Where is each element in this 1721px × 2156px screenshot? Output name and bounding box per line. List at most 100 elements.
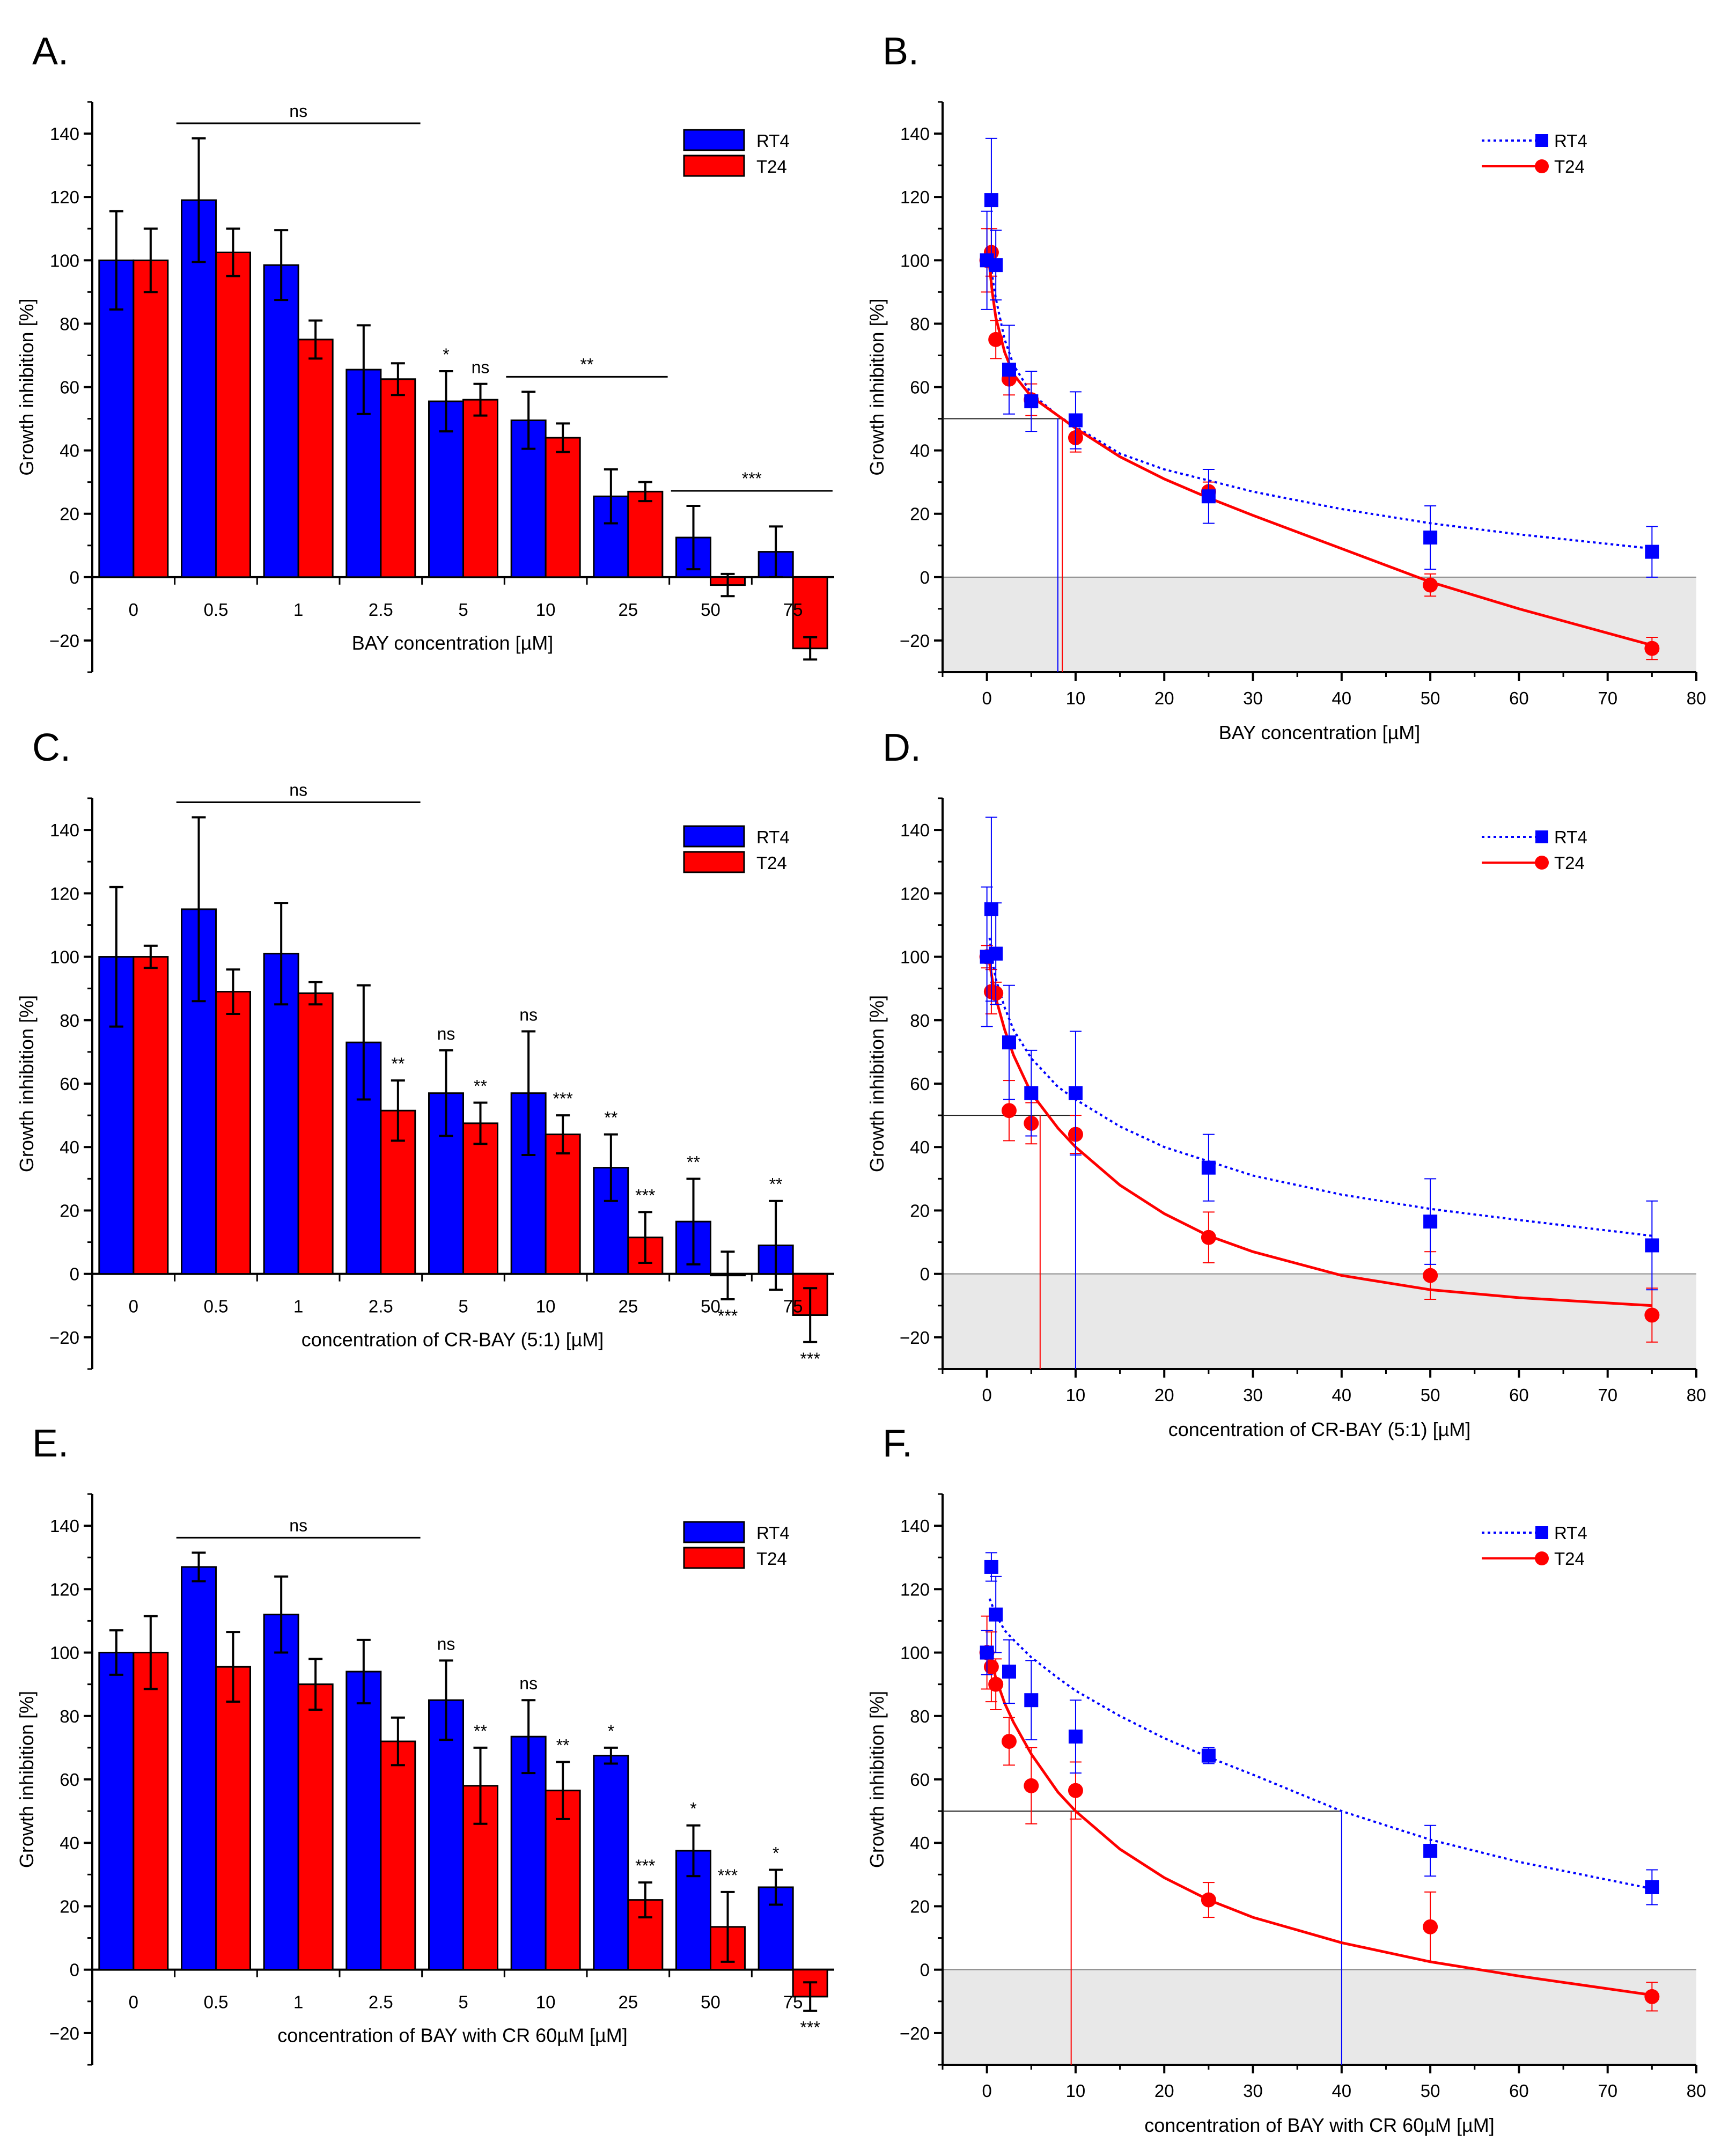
significance-label: ** bbox=[604, 1108, 617, 1128]
x-tick-label: 30 bbox=[1243, 688, 1263, 708]
x-tick-label: 0.5 bbox=[204, 1992, 229, 2012]
x-tick-label: 1 bbox=[293, 600, 303, 620]
y-tick-label: 80 bbox=[60, 1706, 79, 1726]
significance-label: *** bbox=[800, 2018, 820, 2037]
bar-rt4 bbox=[345, 1041, 382, 1275]
bar-t24 bbox=[627, 490, 664, 578]
significance-label: ns bbox=[437, 1634, 455, 1653]
bar-t24 bbox=[545, 1134, 581, 1275]
y-tick-label: 80 bbox=[60, 314, 79, 334]
x-tick-label: 60 bbox=[1509, 688, 1529, 708]
x-tick-label: 40 bbox=[1332, 1385, 1351, 1405]
y-tick-label: 60 bbox=[60, 378, 79, 398]
y-tick-label: 40 bbox=[910, 1833, 930, 1853]
data-point-rt4 bbox=[1002, 1665, 1016, 1679]
y-tick-label: 60 bbox=[910, 1074, 930, 1094]
data-point-t24 bbox=[1201, 1230, 1216, 1245]
y-axis-label: Growth inhibition [%] bbox=[866, 298, 888, 475]
y-tick-label: 80 bbox=[910, 1706, 930, 1726]
x-tick-label: 0 bbox=[982, 2081, 991, 2101]
y-tick-label: 140 bbox=[50, 820, 79, 840]
significance-label: *** bbox=[742, 469, 762, 488]
y-tick-label: 100 bbox=[50, 251, 79, 270]
data-point-rt4 bbox=[989, 1607, 1003, 1622]
x-tick-label: 20 bbox=[1154, 1385, 1174, 1405]
fit-curve-rt4 bbox=[988, 937, 1652, 1237]
x-tick-label: 5 bbox=[458, 600, 468, 620]
data-point-t24 bbox=[1423, 577, 1438, 593]
y-axis-label: Growth inhibition [%] bbox=[16, 1691, 38, 1868]
legend-marker-square bbox=[1535, 134, 1548, 147]
data-point-rt4 bbox=[1201, 1160, 1216, 1175]
legend-swatch-rt4 bbox=[683, 825, 745, 848]
panel-label: D. bbox=[882, 726, 921, 769]
data-point-t24 bbox=[1024, 1778, 1039, 1793]
y-tick-label: 60 bbox=[910, 1770, 930, 1790]
data-point-t24 bbox=[1068, 1783, 1083, 1798]
y-tick-label: 0 bbox=[920, 1960, 930, 1980]
data-point-t24 bbox=[983, 1659, 999, 1675]
bar-t24 bbox=[545, 1790, 581, 1971]
y-tick-label: 40 bbox=[60, 1833, 79, 1853]
bar-t24 bbox=[133, 956, 169, 1275]
x-tick-label: 2.5 bbox=[369, 600, 393, 620]
data-point-rt4 bbox=[984, 193, 998, 208]
significance-label: *** bbox=[718, 1306, 738, 1326]
legend-label-rt4: RT4 bbox=[756, 827, 790, 847]
y-tick-label: 20 bbox=[910, 504, 930, 524]
x-tick-label: 1 bbox=[293, 1297, 303, 1316]
significance-label: ** bbox=[474, 1076, 487, 1095]
data-point-rt4 bbox=[1068, 1730, 1083, 1744]
panel-label: B. bbox=[882, 30, 919, 73]
x-tick-label: 40 bbox=[1332, 688, 1351, 708]
x-tick-label: 60 bbox=[1509, 1385, 1529, 1405]
x-tick-label: 50 bbox=[701, 1992, 720, 2012]
y-tick-label: −20 bbox=[900, 631, 930, 651]
data-point-t24 bbox=[988, 332, 1004, 347]
legend-swatch-t24 bbox=[683, 851, 745, 873]
significance-label: ns bbox=[519, 1005, 538, 1024]
x-tick-label: 10 bbox=[536, 600, 556, 620]
significance-label: ns bbox=[519, 1674, 538, 1693]
data-point-t24 bbox=[1644, 641, 1660, 656]
x-axis-label: concentration of BAY with CR 60µM [µM] bbox=[1144, 2114, 1494, 2136]
x-tick-label: 1 bbox=[293, 1992, 303, 2012]
y-tick-label: 120 bbox=[50, 884, 79, 903]
data-point-rt4 bbox=[1024, 1086, 1039, 1100]
legend-marker-circle bbox=[1535, 159, 1549, 173]
legend-label-t24: T24 bbox=[756, 157, 787, 176]
x-axis-label: BAY concentration [µM] bbox=[1219, 722, 1421, 744]
significance-label: ns bbox=[289, 1515, 307, 1535]
y-tick-label: 100 bbox=[50, 1643, 79, 1663]
data-point-t24 bbox=[988, 1676, 1004, 1692]
data-point-rt4 bbox=[1068, 413, 1083, 428]
legend-swatch-rt4 bbox=[683, 129, 745, 151]
legend-marker-circle bbox=[1535, 856, 1549, 870]
x-tick-label: 0 bbox=[129, 600, 138, 620]
x-tick-label: 30 bbox=[1243, 1385, 1263, 1405]
x-axis-label: concentration of BAY with CR 60µM [µM] bbox=[277, 2025, 627, 2047]
data-point-t24 bbox=[1001, 1103, 1017, 1119]
data-point-rt4 bbox=[989, 258, 1003, 273]
y-tick-label: 20 bbox=[60, 1896, 79, 1916]
fit-curve-t24 bbox=[988, 1652, 1652, 1997]
significance-label: *** bbox=[635, 1186, 655, 1205]
legend-label-t24: T24 bbox=[756, 853, 787, 873]
significance-label: ns bbox=[437, 1024, 455, 1043]
x-tick-label: 0 bbox=[982, 688, 991, 708]
x-tick-label: 25 bbox=[618, 600, 638, 620]
data-point-rt4 bbox=[1645, 1880, 1659, 1894]
negative-region bbox=[943, 1274, 1696, 1369]
y-tick-label: −20 bbox=[49, 2023, 79, 2043]
bar-t24 bbox=[297, 992, 334, 1275]
y-tick-label: 60 bbox=[910, 378, 930, 398]
x-tick-label: 80 bbox=[1687, 1385, 1707, 1405]
x-tick-label: 10 bbox=[1066, 1385, 1086, 1405]
legend-label-t24: T24 bbox=[1554, 157, 1585, 176]
y-tick-label: −20 bbox=[900, 1328, 930, 1348]
y-tick-label: 140 bbox=[50, 124, 79, 144]
x-tick-label: 30 bbox=[1243, 2081, 1263, 2101]
x-tick-label: 0 bbox=[129, 1992, 138, 2012]
significance-label: *** bbox=[553, 1089, 572, 1108]
